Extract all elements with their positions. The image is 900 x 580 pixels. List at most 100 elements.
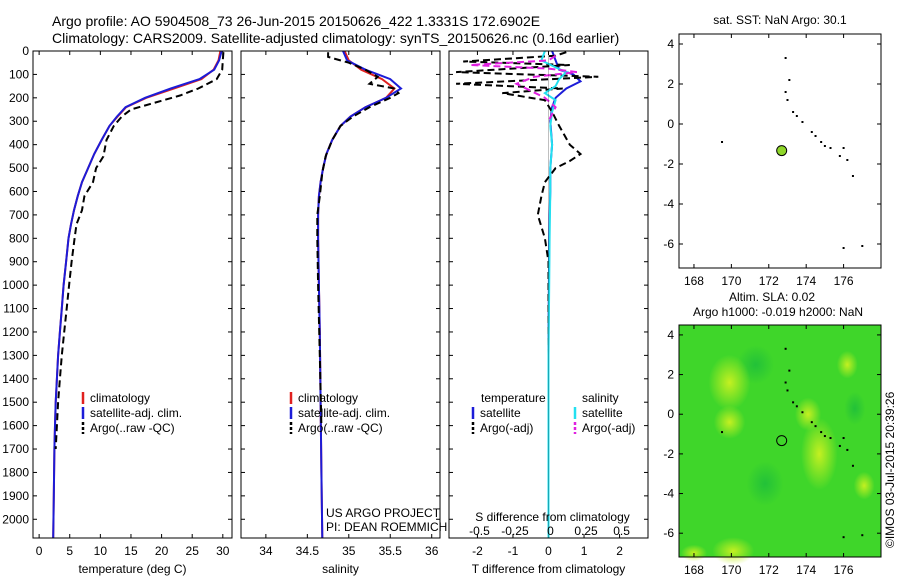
sla-high-patch [836, 350, 858, 379]
differences-xtick-label: -1 [508, 544, 519, 558]
salinity-legend-entry-label: Argo(..raw -QC) [298, 421, 383, 435]
sla-high-patch [713, 405, 746, 439]
island-dot [784, 347, 787, 350]
depth-tick-label: 0 [22, 44, 29, 58]
island-dot [838, 444, 841, 447]
float-position-marker [776, 145, 788, 157]
sst-map-lon-label: 174 [796, 274, 816, 288]
salinity-xtick-label: 36 [425, 544, 439, 558]
difference-panel: -2 -1 0 1 2 T difference from climatology -0.5… [448, 50, 649, 576]
sla-map-lat-label: -6 [663, 526, 674, 540]
temperature-xtick-label: 10 [94, 544, 108, 558]
differences-xtick-label: -2 [472, 544, 483, 558]
depth-tick-label: 100 [9, 67, 29, 81]
sst-map-lat-label: 0 [667, 117, 674, 131]
salinity-panel: 34 34.5 35 35.5 36 salinity climatologysatelli… [240, 50, 447, 576]
temperature-panel: 0100200300400500600700800900100011001200… [2, 44, 233, 576]
depth-tick-label: 800 [9, 231, 29, 245]
differences-xtick-label: 0 [545, 544, 552, 558]
salinity-frame [240, 50, 441, 539]
depth-tick-label: 1500 [2, 395, 29, 409]
salinity-legend-entry-label: climatology [298, 391, 358, 405]
depth-tick-label: 1000 [2, 278, 29, 292]
temperature-legend-entry-label: Argo(..raw -QC) [90, 421, 175, 435]
sla-high-patch [794, 397, 822, 431]
s-diff-tick-label: 0 [547, 524, 554, 538]
island-dot [851, 464, 854, 467]
differences-series-t-argo-adj [456, 51, 599, 538]
salinity-xlabel: salinity [322, 562, 359, 576]
island-dot [829, 147, 832, 149]
s-diff-tick-label: -0.25 [501, 524, 529, 538]
sst-map-panel: sat. SST: NaN Argo: 30.1 168 170 172 174 176 -… [663, 13, 882, 288]
sla-map-lat-label: -4 [663, 487, 674, 501]
depth-tick-label: 1600 [2, 419, 29, 433]
island-dot [842, 247, 845, 249]
temperature-legend-title: temperature [481, 391, 546, 405]
differences-xlabel: T difference from climatology [472, 562, 626, 576]
salinity-annotation: US ARGO PROJECT [326, 506, 441, 520]
sla-map-frame [678, 324, 882, 558]
island-dot [823, 145, 826, 147]
depth-tick-label: 1400 [2, 372, 29, 386]
island-dot [829, 437, 832, 440]
temperature-xtick-label: 0 [36, 544, 43, 558]
differences-xtick-label: 1 [581, 544, 588, 558]
salinity-series-climatology [317, 50, 396, 539]
island-dot [786, 389, 789, 392]
sst-map-frame [678, 33, 882, 269]
s-diff-xlabel: S difference from climatology [475, 510, 630, 524]
temperature-series-argo-raw-qc [54, 52, 225, 450]
temperature-xtick-label: 30 [216, 544, 230, 558]
sst-map-lon-label: 170 [721, 274, 741, 288]
salinity-xtick-label: 34 [259, 544, 273, 558]
island-dot [788, 369, 791, 372]
island-dot [842, 536, 845, 539]
temperature-legend-entry-label: climatology [90, 391, 150, 405]
temperature-xtick-label: 15 [124, 544, 138, 558]
island-dot [814, 135, 817, 137]
depth-tick-label: 1800 [2, 465, 29, 479]
header-line1: Argo profile: AO 5904508_73 26-Jun-2015 … [52, 13, 540, 29]
depth-tick-label: 700 [9, 208, 29, 222]
depth-tick-label: 1700 [2, 442, 29, 456]
differences-xtick-label: 2 [616, 544, 623, 558]
island-dot [801, 121, 804, 123]
sla-map-lat-label: -2 [663, 447, 674, 461]
sla-map-title-1: Altim. SLA: 0.02 [729, 290, 815, 304]
sst-map-lon-label: 168 [684, 274, 704, 288]
island-dot [861, 534, 864, 537]
sla-high-patch [708, 354, 751, 411]
differences-series-t-satellite [547, 50, 583, 538]
island-dot [721, 141, 724, 143]
temperature-series-climatology [52, 50, 222, 539]
depth-tick-label: 500 [9, 161, 29, 175]
island-dot [784, 91, 787, 93]
sla-map-lon-label: 170 [721, 563, 741, 577]
sla-high-patch [712, 537, 755, 565]
temperature-series-satellite-adj-clim [52, 50, 223, 539]
island-dot [792, 111, 795, 113]
depth-tick-label: 2000 [2, 512, 29, 526]
island-dot [810, 421, 813, 424]
island-dot [846, 159, 849, 161]
diff-legend-s-satellite-label: satellite [582, 406, 623, 420]
sst-map-lat-label: -6 [663, 237, 674, 251]
island-dot [820, 141, 823, 143]
salinity-legend-entry-label: satellite-adj. clim. [298, 406, 390, 420]
sla-map-lon-label: 168 [684, 563, 704, 577]
salinity-xtick-label: 35 [342, 544, 356, 558]
sst-map-title: sat. SST: NaN Argo: 30.1 [713, 13, 847, 27]
depth-tick-label: 1200 [2, 325, 29, 339]
sst-map-lat-label: -4 [663, 197, 674, 211]
temperature-xtick-label: 20 [155, 544, 169, 558]
island-dot [784, 381, 787, 384]
s-diff-tick-label: -0.5 [469, 524, 490, 538]
island-dot [838, 155, 841, 157]
island-dot [814, 425, 817, 428]
sst-map-lon-label: 172 [759, 274, 779, 288]
sst-map-lat-label: 4 [667, 37, 674, 51]
temperature-frame [32, 50, 233, 539]
differences-frame [448, 50, 649, 539]
